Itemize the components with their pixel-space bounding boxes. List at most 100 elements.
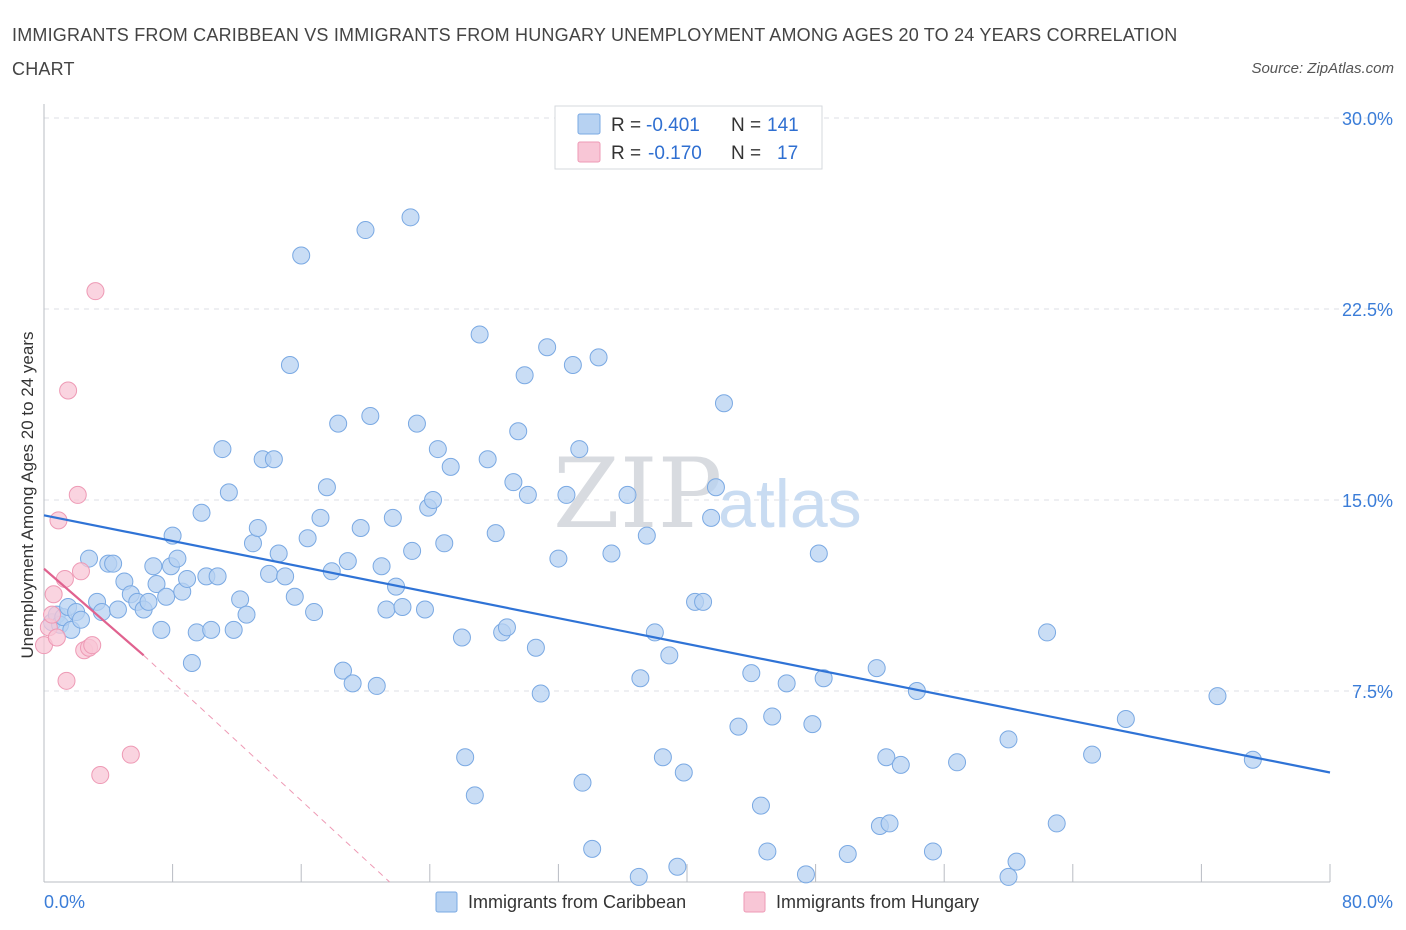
caribbean-point [367,676,386,695]
bottom-legend-swatch-caribbean [435,891,458,913]
caribbean-point [329,414,348,433]
caribbean-point [486,524,505,543]
caribbean-point [838,844,857,863]
caribbean-point [629,867,648,886]
legend-n-label-1: N = [731,115,761,136]
caribbean-point [1007,852,1026,871]
caribbean-point [763,707,782,726]
caribbean-point [152,620,171,639]
caribbean-point [573,773,592,792]
caribbean-point [248,519,267,538]
y-tick-labels: 7.5% 15.0% 22.5% 30.0% [1342,109,1393,702]
caribbean-point [538,338,557,357]
caribbean-point [751,796,770,815]
y-axis-label: Unemployment Among Ages 20 to 24 years [18,332,37,659]
caribbean-point [777,674,796,693]
caribbean-point [809,544,828,563]
caribbean-point [526,638,545,657]
watermark-atlas: atlas [718,466,862,542]
caribbean-point [549,549,568,568]
bottom-legend-label-hungary: Immigrants from Hungary [776,892,979,912]
caribbean-point [338,552,357,571]
caribbean-point [285,587,304,606]
caribbean-point [531,684,550,703]
caribbean-point [269,544,288,563]
caribbean-point [518,485,537,504]
hungary-point [57,671,76,690]
caribbean-point [948,753,967,772]
caribbean-point [311,508,330,527]
source-note: Source: ZipAtlas.com [1251,60,1394,77]
caribbean-point [758,842,777,861]
series-legend: Immigrants from Caribbean Immigrants fro… [435,891,979,913]
caribbean-point [401,208,420,227]
legend-n-value-1: 141 [767,115,799,136]
y-tick-label: 22.5% [1342,300,1393,320]
axes [43,104,1331,883]
caribbean-point [407,414,426,433]
caribbean-point [1038,623,1057,642]
legend-r-label-1: R = [611,115,641,136]
caribbean-point [237,605,256,624]
caribbean-point [292,246,311,265]
caribbean-point [714,394,733,413]
legend-swatch-hungary [577,141,601,163]
caribbean-trend-line [43,514,1331,774]
hungary-point [86,282,105,301]
data-points [35,208,1262,886]
caribbean-point [674,763,693,782]
caribbean-point [298,529,317,548]
caribbean-point [213,440,232,459]
legend-n-label-2: N = [731,143,761,164]
caribbean-point [796,865,815,884]
caribbean-point [729,717,748,736]
caribbean-point [589,348,608,367]
caribbean-point [343,674,362,693]
bottom-legend-label-caribbean: Immigrants from Caribbean [468,892,686,912]
caribbean-point [877,748,896,767]
caribbean-point [157,587,176,606]
caribbean-point [452,628,471,647]
caribbean-point [224,620,243,639]
caribbean-point [1208,687,1227,706]
x-tick-label-max: 80.0% [1342,892,1393,912]
y-tick-label: 30.0% [1342,109,1393,129]
caribbean-point [504,473,523,492]
hungary-point [121,745,140,764]
caribbean-point [702,508,721,527]
caribbean-point [71,610,90,629]
caribbean-point [144,557,163,576]
caribbean-point [602,544,621,563]
caribbean-point [470,325,489,344]
caribbean-point [999,730,1018,749]
legend-r-value-2: -0.170 [648,143,702,164]
caribbean-point [243,534,262,553]
caribbean-point [403,541,422,560]
caribbean-point [108,600,127,619]
caribbean-point [80,549,99,568]
caribbean-point [1047,814,1066,833]
caribbean-point [1116,710,1135,729]
caribbean-point [803,715,822,734]
caribbean-point [742,664,761,683]
caribbean-point [515,366,534,385]
caribbean-point [182,653,201,672]
chart-title: IMMIGRANTS FROM CARIBBEAN VS IMMIGRANTS … [12,25,1178,79]
hungary-point [47,628,66,647]
hungary-point [59,381,78,400]
caribbean-point [867,659,886,678]
hungary-point [55,569,74,588]
caribbean-point [923,842,942,861]
hungary-point [83,636,102,655]
caribbean-point [383,508,402,527]
hungary-point [71,562,90,581]
hungary-trend-line [43,567,145,657]
caribbean-point [456,748,475,767]
caribbean-point [317,478,336,497]
caribbean-point [260,564,279,583]
trend-lines [43,514,1331,883]
hungary-point [44,585,63,604]
caribbean-point [377,600,396,619]
caribbean-point [372,557,391,576]
